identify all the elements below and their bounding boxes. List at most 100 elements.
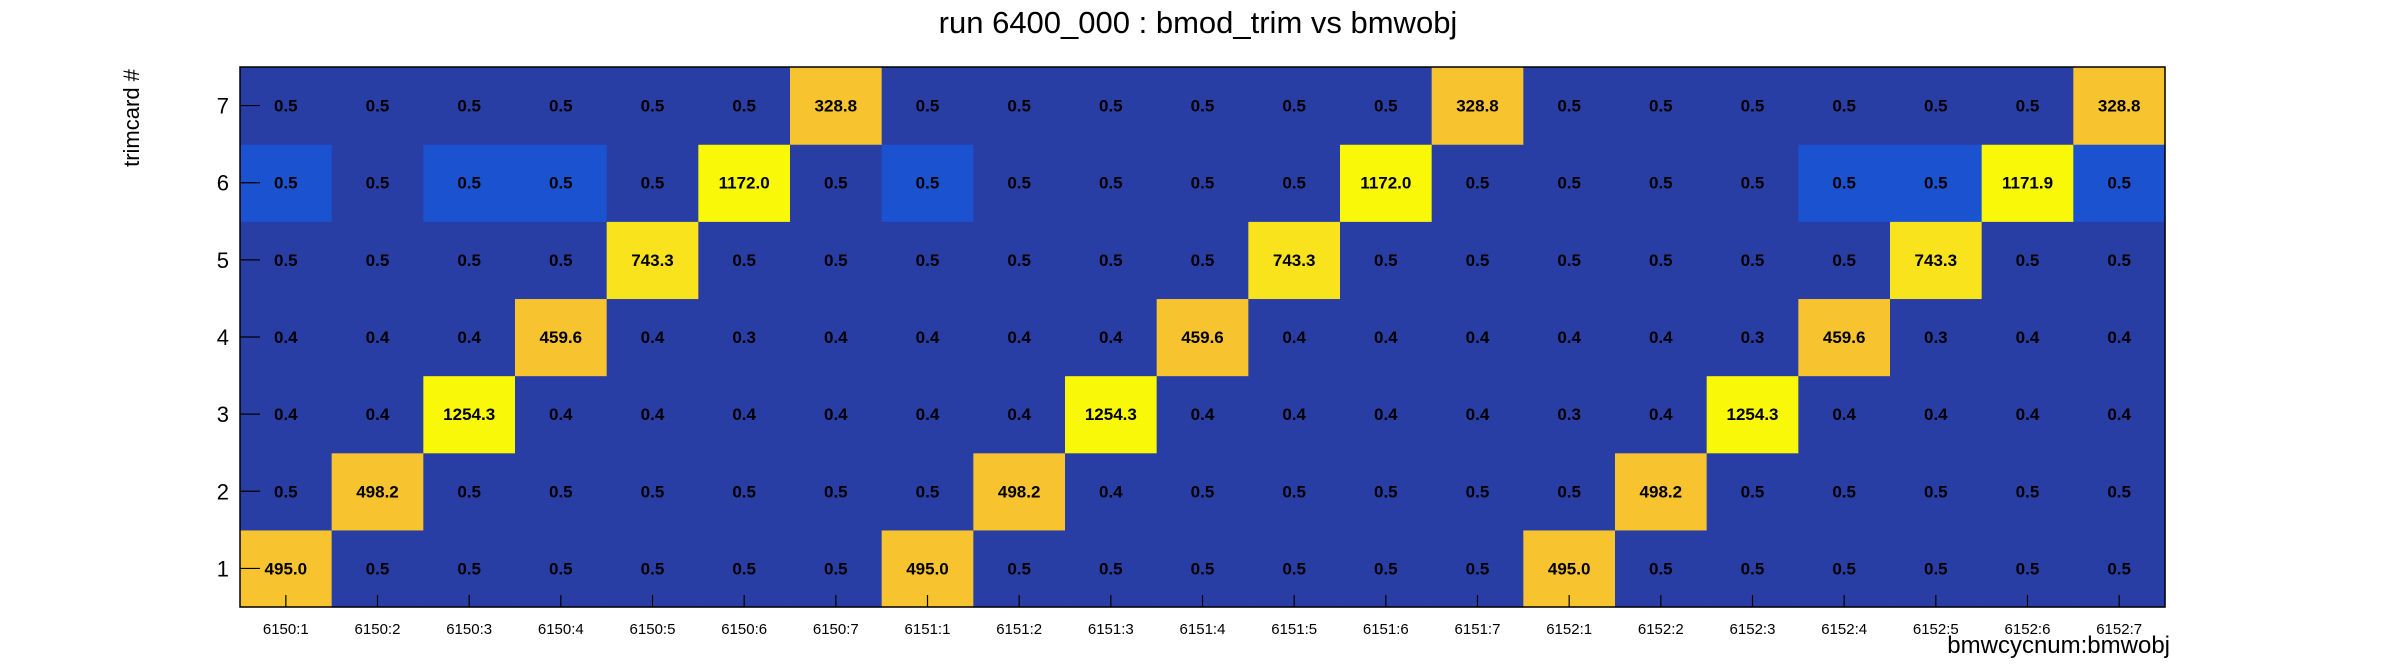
cell-value-label: 0.4 — [2107, 405, 2131, 424]
heatmap-cell — [1340, 144, 1433, 222]
cell-value-label: 0.5 — [641, 97, 665, 116]
cell-value-label: 0.4 — [2016, 405, 2040, 424]
heatmap-cell — [881, 298, 974, 377]
cell-value-label: 0.5 — [1007, 97, 1031, 116]
heatmap-cell — [606, 375, 699, 454]
cell-value-label: 0.5 — [732, 251, 756, 270]
cell-value-label: 0.5 — [916, 97, 940, 116]
heatmap-cell — [1981, 452, 2074, 531]
heatmap-cell — [1615, 375, 1708, 454]
cell-value-label: 0.5 — [916, 482, 940, 501]
cell-value-label: 0.5 — [457, 174, 481, 193]
cell-value-label: 0.4 — [1649, 405, 1673, 424]
cell-value-label: 0.5 — [1282, 174, 1306, 193]
heatmap-cell — [1798, 298, 1891, 377]
cell-value-label: 0.5 — [2107, 559, 2131, 578]
heatmap-cell — [1340, 375, 1433, 454]
cell-value-label: 0.5 — [1832, 482, 1856, 501]
cell-value-label: 0.5 — [824, 251, 848, 270]
heatmap-cell — [1798, 452, 1891, 531]
heatmap-cell — [1431, 529, 1524, 608]
heatmap-cell — [1890, 67, 1983, 145]
cell-value-label: 0.5 — [1649, 251, 1673, 270]
heatmap-cell — [973, 375, 1066, 454]
heatmap-cell — [698, 452, 791, 531]
heatmap-cell — [515, 529, 608, 608]
heatmap-cell — [1340, 452, 1433, 531]
heatmap-cell — [1890, 529, 1983, 608]
cell-value-label: 0.5 — [1466, 482, 1490, 501]
heatmap-cell — [606, 298, 699, 377]
heatmap-cell — [1798, 529, 1891, 608]
cell-value-label: 1172.0 — [719, 174, 770, 193]
cell-value-label: 0.3 — [732, 328, 756, 347]
x-tick-label: 6150:1 — [263, 621, 309, 638]
cell-value-label: 0.5 — [641, 482, 665, 501]
heatmap-cell — [1798, 67, 1891, 145]
cell-value-label: 0.4 — [1282, 405, 1306, 424]
cell-value-label: 495.0 — [1548, 559, 1591, 578]
cell-value-label: 0.4 — [641, 405, 665, 424]
cell-value-label: 459.6 — [1823, 328, 1866, 347]
cell-value-label: 0.5 — [2107, 251, 2131, 270]
heatmap-cell — [973, 144, 1066, 222]
cell-value-label: 0.5 — [2016, 482, 2040, 501]
cell-value-label: 0.5 — [2016, 559, 2040, 578]
cell-value-label: 0.5 — [916, 251, 940, 270]
cell-value-label: 0.4 — [824, 328, 848, 347]
cell-value-label: 0.4 — [274, 328, 298, 347]
heatmap-cell — [1706, 144, 1799, 222]
heatmap-cell — [606, 221, 699, 300]
cell-value-label: 0.5 — [1649, 559, 1673, 578]
cell-value-label: 0.5 — [274, 251, 298, 270]
cell-value-label: 1172.0 — [1360, 174, 1411, 193]
heatmap-cell — [606, 452, 699, 531]
cell-value-label: 0.4 — [1374, 405, 1398, 424]
heatmap-cell — [331, 67, 424, 145]
heatmap-cell — [2073, 298, 2166, 377]
x-tick-label: 6151:3 — [1088, 621, 1134, 638]
cell-value-label: 0.5 — [457, 251, 481, 270]
cell-value-label: 0.4 — [2107, 328, 2131, 347]
x-tick-label: 6150:7 — [813, 621, 859, 638]
heatmap-cell — [973, 529, 1066, 608]
cell-value-label: 0.5 — [1191, 174, 1215, 193]
heatmap-cell — [1156, 529, 1249, 608]
heatmap-cell — [881, 375, 974, 454]
heatmap-cell — [698, 67, 791, 145]
heatmap-cell — [1248, 144, 1341, 222]
heatmap-cell — [1065, 375, 1158, 454]
cell-value-label: 0.5 — [1741, 559, 1765, 578]
cell-value-label: 0.5 — [1557, 482, 1581, 501]
heatmap-cell — [1156, 144, 1249, 222]
heatmap-cell — [1248, 67, 1341, 145]
heatmap-cell — [1156, 452, 1249, 531]
cell-value-label: 0.4 — [549, 405, 573, 424]
heatmap-cell — [1065, 67, 1158, 145]
cell-value-label: 0.5 — [1741, 174, 1765, 193]
cell-value-label: 0.3 — [1741, 328, 1765, 347]
cell-value-label: 0.5 — [549, 174, 573, 193]
heatmap-cell — [1706, 298, 1799, 377]
heatmap-cell — [1523, 298, 1616, 377]
heatmap-cell — [423, 67, 516, 145]
heatmap-cell — [973, 452, 1066, 531]
heatmap-cell — [698, 375, 791, 454]
cell-value-label: 0.4 — [1466, 328, 1490, 347]
cell-value-label: 743.3 — [1273, 251, 1316, 270]
cell-value-label: 1254.3 — [1085, 405, 1137, 424]
cell-value-label: 0.5 — [1924, 97, 1948, 116]
heatmap-cell — [1431, 298, 1524, 377]
cell-value-label: 0.5 — [1466, 559, 1490, 578]
cell-value-label: 0.5 — [366, 559, 390, 578]
heatmap-cell — [1706, 221, 1799, 300]
heatmap-cell — [1615, 529, 1708, 608]
heatmap-cell — [331, 221, 424, 300]
heatmap-cell — [698, 298, 791, 377]
cell-value-label: 0.5 — [1741, 482, 1765, 501]
cell-value-label: 0.5 — [1466, 251, 1490, 270]
cell-value-label: 0.5 — [274, 97, 298, 116]
cell-value-label: 0.5 — [1099, 559, 1123, 578]
x-tick-label: 6152:4 — [1821, 621, 1867, 638]
heatmap-cell — [1615, 221, 1708, 300]
